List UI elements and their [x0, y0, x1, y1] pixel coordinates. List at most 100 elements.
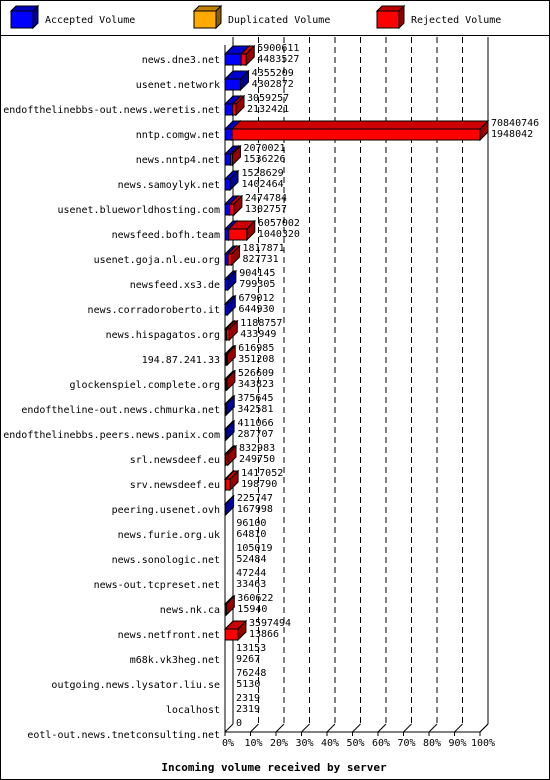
bar-rejected: [240, 53, 247, 66]
data-label-accepted: 1040320: [258, 229, 300, 240]
floor-line: [403, 723, 412, 733]
data-label-accepted: 644930: [238, 304, 274, 315]
bar-accepted: [224, 178, 231, 191]
x-tick-label: 70%: [397, 738, 415, 749]
bar-rejected: [232, 103, 237, 116]
floor-line: [352, 723, 361, 733]
x-tick-label: 10%: [244, 738, 262, 749]
data-label-accepted: 1536226: [243, 154, 285, 165]
legend-label: Duplicated Volume: [228, 15, 330, 26]
bar-accepted: [224, 403, 227, 416]
bar-accepted: [224, 428, 227, 441]
bar-accepted: [224, 503, 227, 516]
floor-line: [250, 723, 259, 733]
data-label-total: 0: [236, 718, 242, 729]
data-label-accepted: 4302872: [252, 79, 294, 90]
data-label-accepted: 33463: [236, 579, 266, 590]
data-label-accepted: 1302757: [245, 204, 287, 215]
bar-rejected: [226, 328, 230, 341]
data-label-accepted: 4483527: [257, 54, 299, 65]
x-axis: 0% 10% 20% 30% 40% 50% 60% 70% 80% 90% 100%: [222, 732, 495, 749]
bar-rejected: [224, 628, 239, 641]
legend-label: Accepted Volume: [45, 15, 135, 26]
floor-line: [275, 723, 285, 733]
x-tick-label: 80%: [423, 738, 441, 749]
bar-accepted: [224, 228, 230, 241]
category-label: localhost: [166, 705, 220, 716]
category-label: usenet.goja.nl.eu.org: [94, 255, 220, 266]
category-label: news.hispagatos.org: [106, 330, 220, 341]
data-label-total: 375645: [237, 393, 273, 404]
x-tick-label: 100%: [471, 738, 495, 749]
x-tick-label: 20%: [270, 738, 288, 749]
data-label-accepted: 198790: [241, 479, 277, 490]
data-label-accepted: 167998: [237, 504, 273, 515]
data-label-accepted: 9267: [236, 654, 260, 665]
bar-accepted: [224, 303, 228, 316]
data-label-accepted: 2319: [236, 704, 260, 715]
floor-line: [301, 723, 310, 733]
bar-accepted: [224, 103, 234, 116]
data-label-accepted: 287707: [237, 429, 273, 440]
bar-rejected: [225, 478, 231, 491]
legend: Accepted Volume Duplicated Volume Rejected…: [9, 4, 501, 30]
legend-swatch: [193, 10, 217, 29]
data-label-total: 225747: [237, 493, 273, 504]
x-tick-label: 60%: [372, 738, 390, 749]
data-label-total: 70840746: [491, 118, 539, 129]
x-tick-label: 50%: [346, 738, 364, 749]
data-label-accepted: 52484: [236, 554, 266, 565]
category-label: news.dne3.net: [142, 55, 220, 66]
data-label-total: 4355209: [252, 68, 294, 79]
data-label-total: 679012: [238, 293, 274, 304]
data-label-total: 832983: [239, 443, 275, 454]
data-label-accepted: 13866: [249, 629, 279, 640]
category-label: usenet.network: [136, 80, 220, 91]
data-label-accepted: 2132421: [247, 104, 289, 115]
data-label-accepted: 249750: [239, 454, 275, 465]
category-label: srv.newsdeef.eu: [130, 480, 220, 491]
category-label: peering.usenet.ovh: [112, 505, 220, 516]
data-label-total: 3059257: [247, 93, 289, 104]
data-label-total: 3597494: [249, 618, 291, 629]
legend-label: Rejected Volume: [411, 15, 501, 26]
bar-rejected: [225, 353, 228, 366]
x-tick-label: 40%: [321, 738, 339, 749]
category-label: news.sonologic.net: [112, 555, 220, 566]
bar-accepted: [224, 78, 241, 91]
grid: [224, 37, 489, 733]
data-label-total: 411066: [237, 418, 273, 429]
x-tick-label: 90%: [448, 738, 466, 749]
data-label-total: 1188757: [240, 318, 282, 329]
bar-rejected: [229, 203, 235, 216]
data-label-accepted: 342581: [237, 404, 273, 415]
floor-line: [326, 723, 336, 733]
x-tick-label: 30%: [295, 738, 313, 749]
category-label: 194.87.241.33: [142, 355, 220, 366]
data-label-accepted: 1402464: [242, 179, 284, 190]
bar-accepted: [224, 278, 229, 291]
category-label: news.nk.ca: [160, 605, 220, 616]
category-label: news.samoylyk.net: [118, 180, 220, 191]
category-labels: news.dne3.net usenet.network endofthelineb…: [3, 55, 220, 741]
data-label-accepted: 351208: [238, 354, 274, 365]
data-label-total: 2474784: [245, 193, 287, 204]
category-label: m68k.vk3heg.net: [130, 655, 220, 666]
data-label-accepted: 5130: [236, 679, 260, 690]
data-label-total: 616985: [238, 343, 274, 354]
floor-line: [428, 723, 438, 733]
bar-accepted: [224, 153, 232, 166]
data-label-accepted: 1948042: [491, 129, 533, 140]
data-label-total: 904145: [239, 268, 275, 279]
data-label-accepted: 64810: [236, 529, 266, 540]
category-label: srl.newsdeef.eu: [130, 455, 220, 466]
category-label: news.furie.org.uk: [118, 530, 220, 541]
category-label: eotl-out.news.tnetconsulting.net: [27, 730, 220, 741]
data-label-total: 2319: [236, 693, 260, 704]
data-label-total: 96100: [236, 518, 266, 529]
bar-rejected: [228, 228, 248, 241]
bar-rejected: [225, 453, 229, 466]
data-label-accepted: 799305: [239, 279, 275, 290]
category-label: usenet.blueworldhosting.com: [57, 205, 220, 216]
right-wall-base: [479, 723, 489, 733]
